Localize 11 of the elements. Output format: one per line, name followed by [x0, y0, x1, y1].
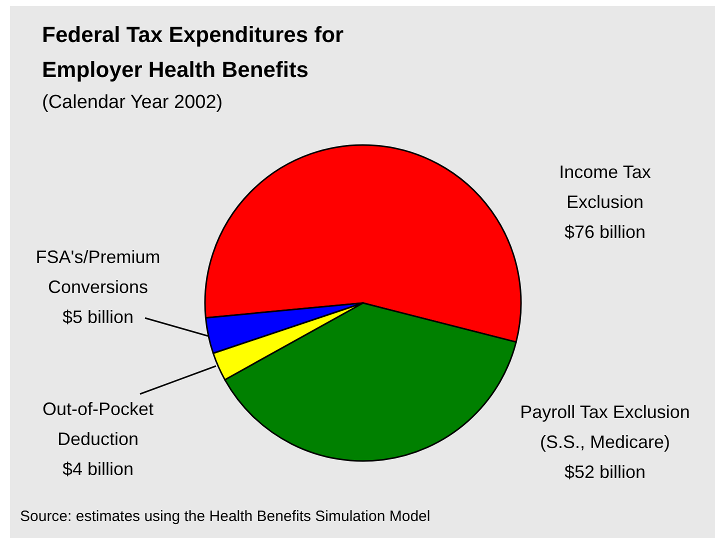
slice-label: FSA's/Premium Conversions [36, 247, 160, 297]
slice-label: Payroll Tax Exclusion (S.S., Medicare) [520, 402, 690, 452]
data-label: $4 billion [62, 459, 134, 479]
chart-subtitle: (Calendar Year 2002) [42, 92, 223, 113]
slice-label: Income Tax Exclusion [559, 162, 651, 212]
source-note: Source: estimates using the Health Benefits Simulation Model [20, 508, 430, 525]
slice-label: Out-of-Pocket Deduction [42, 399, 154, 449]
chart-title: Federal Tax Expenditures for Employer Health Benefits [42, 22, 344, 82]
data-label: $52 billion [564, 462, 646, 482]
data-label: $5 billion [62, 307, 134, 327]
data-label: $76 billion [564, 222, 646, 242]
